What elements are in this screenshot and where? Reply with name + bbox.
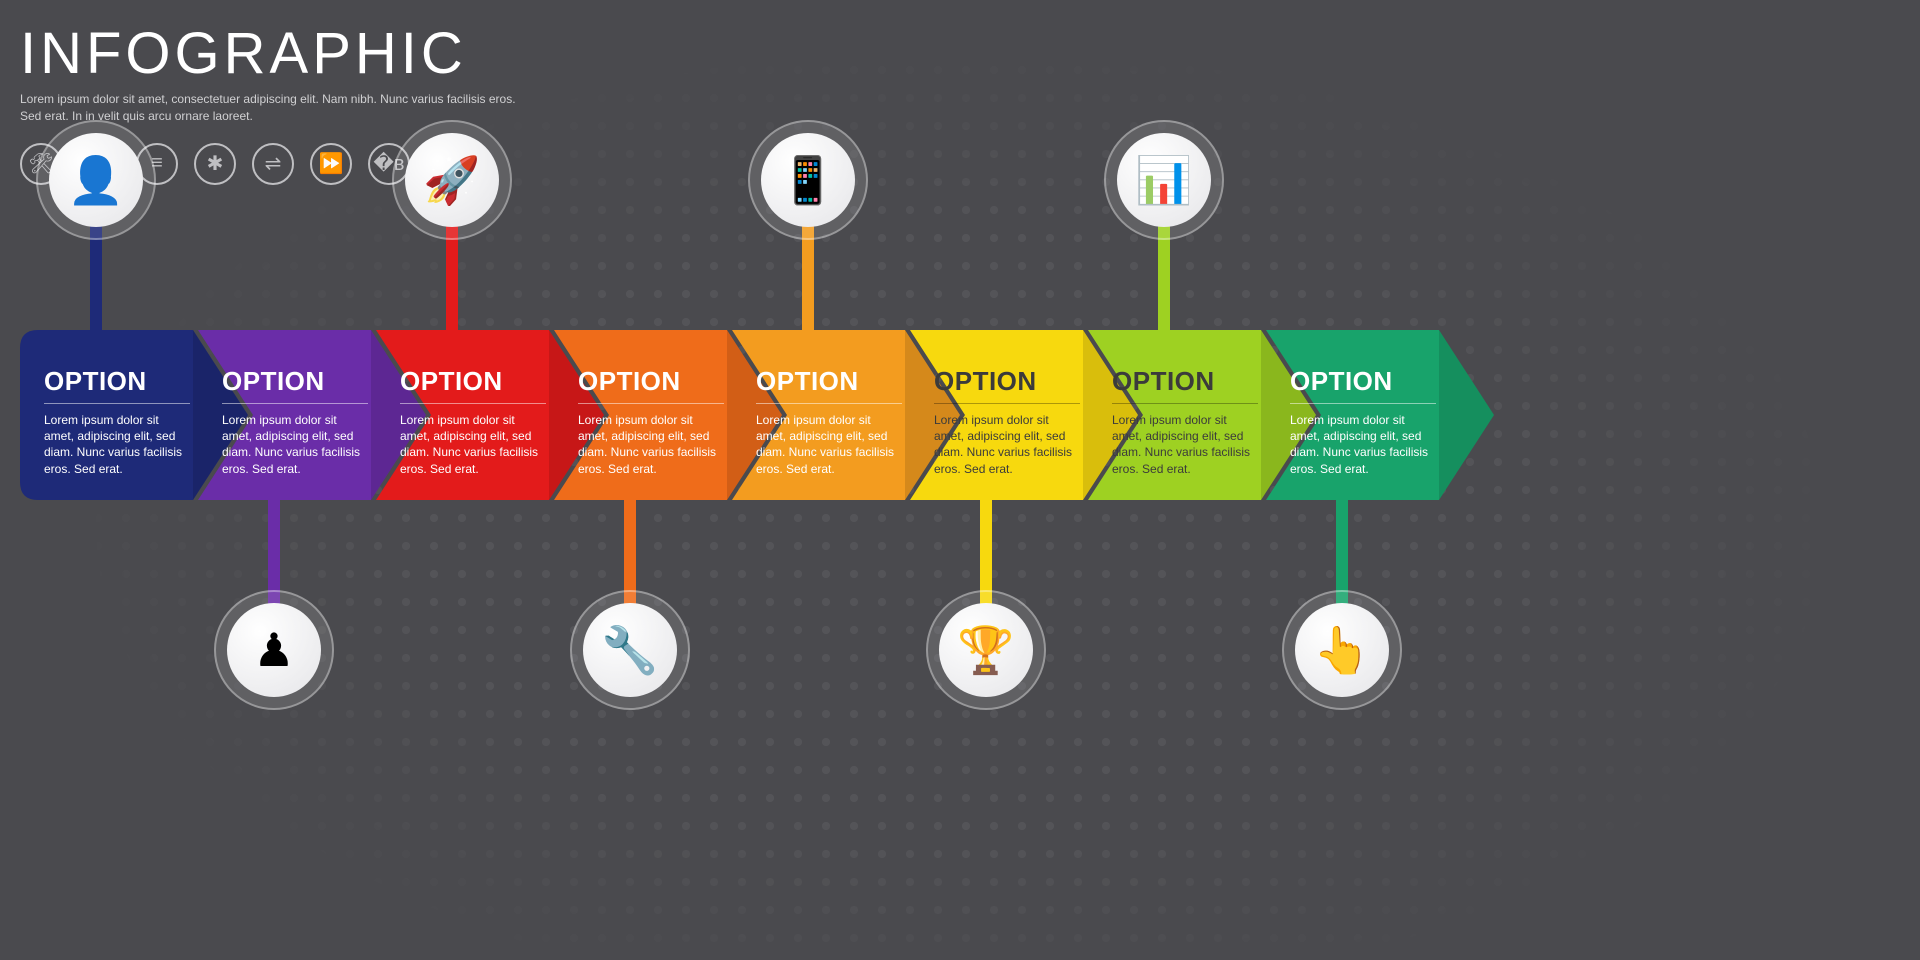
step-body: Lorem ipsum dolor sit amet, adipiscing e… [756,412,902,477]
step-body: Lorem ipsum dolor sit amet, adipiscing e… [1112,412,1258,477]
chart-pencil-icon: 📊 [1117,133,1211,227]
step-title: OPTION [1290,366,1436,404]
step-callout: 📱 [748,120,868,240]
rocket-icon: 🚀 [405,133,499,227]
trophy-icon: 🏆 [939,603,1033,697]
step-callout: 🚀 [392,120,512,240]
step-callout: 🏆 [926,590,1046,710]
step-title: OPTION [400,366,546,404]
step-callout: 👆 [1282,590,1402,710]
step-title: OPTION [934,366,1080,404]
businessman-icon: 👤 [49,133,143,227]
step-title: OPTION [756,366,902,404]
tools-icon: 🔧 [583,603,677,697]
step-callout: ♟ [214,590,334,710]
step-callout: 👤 [36,120,156,240]
page-title: INFOGRAPHIC [20,20,540,87]
touch-icon: 👆 [1295,603,1389,697]
step-body: Lorem ipsum dolor sit amet, adipiscing e… [222,412,368,477]
step-title: OPTION [578,366,724,404]
step-title: OPTION [44,366,190,404]
chess-icon: ♟ [227,603,321,697]
step-body: Lorem ipsum dolor sit amet, adipiscing e… [44,412,190,477]
network-icon: ✱ [194,143,236,185]
timeline-arrow-row: OPTION Lorem ipsum dolor sit amet, adipi… [20,330,1920,500]
timeline-step: OPTION Lorem ipsum dolor sit amet, adipi… [1266,330,1494,500]
step-title: OPTION [222,366,368,404]
step-callout: 🔧 [570,590,690,710]
usb-icon: ⇌ [252,143,294,185]
mobile-hand-icon: 📱 [761,133,855,227]
step-body: Lorem ipsum dolor sit amet, adipiscing e… [578,412,724,477]
step-body: Lorem ipsum dolor sit amet, adipiscing e… [400,412,546,477]
fast-forward-icon: ⏩ [310,143,352,185]
step-title: OPTION [1112,366,1258,404]
step-body: Lorem ipsum dolor sit amet, adipiscing e… [934,412,1080,477]
step-callout: 📊 [1104,120,1224,240]
step-body: Lorem ipsum dolor sit amet, adipiscing e… [1290,412,1436,477]
